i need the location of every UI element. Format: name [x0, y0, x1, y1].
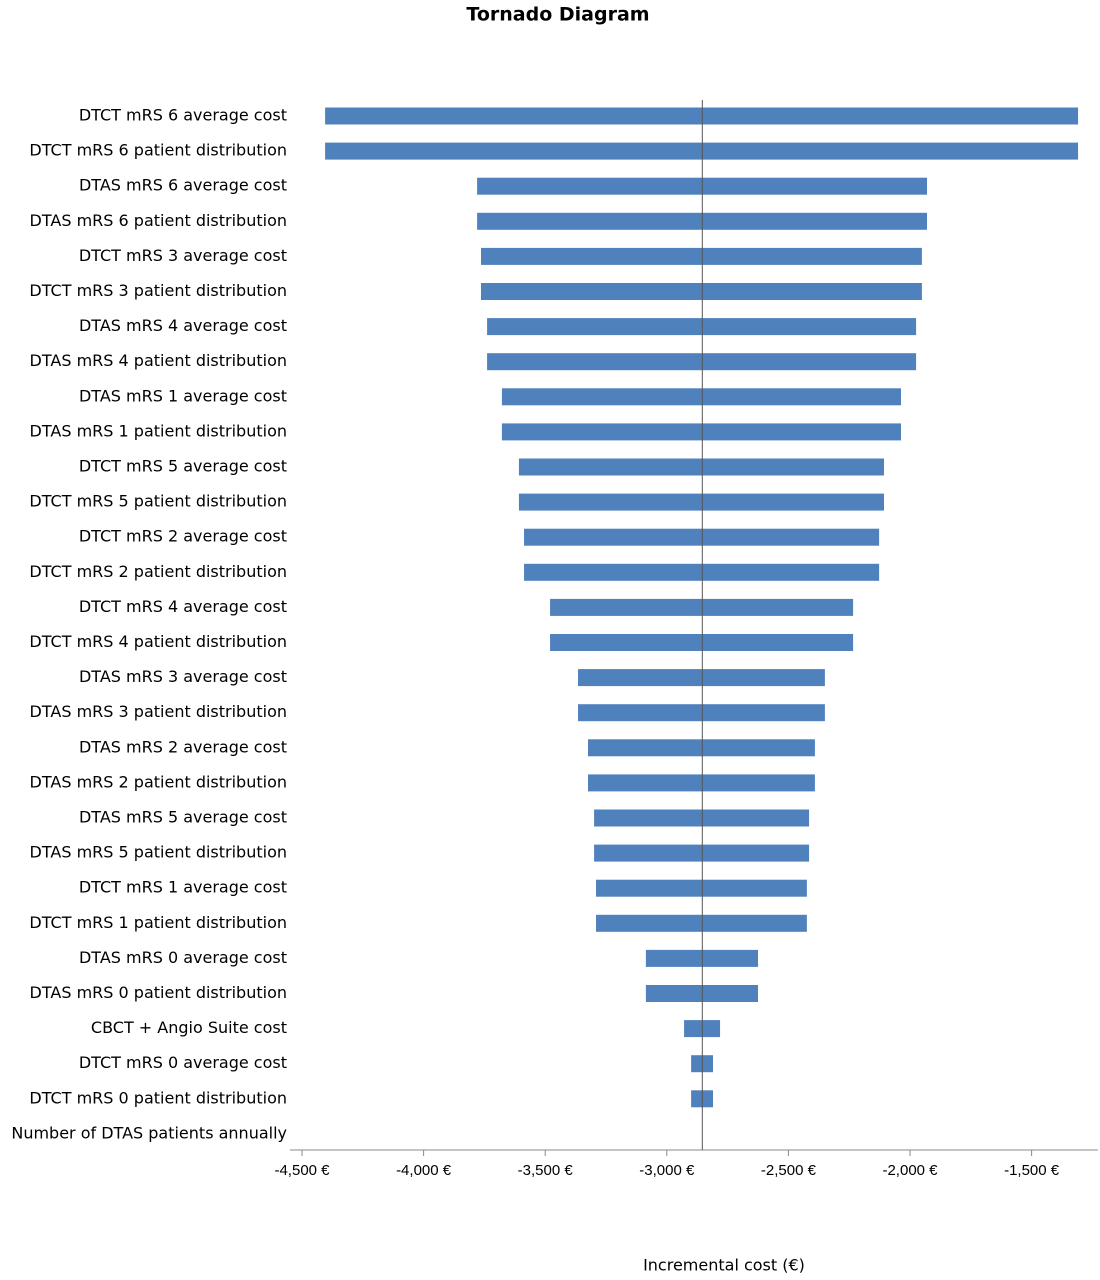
- chart-title: Tornado Diagram: [466, 4, 649, 26]
- bar-low: [487, 353, 703, 371]
- y-tick-label: DTAS mRS 3 patient distribution: [30, 702, 287, 721]
- y-tick-label: DTCT mRS 2 patient distribution: [29, 562, 287, 581]
- bar-high: [702, 1055, 714, 1073]
- x-tick-label: -3,500 €: [518, 1162, 574, 1179]
- bar-low: [480, 283, 703, 300]
- bar-high: [702, 458, 884, 476]
- y-tick-label: DTCT mRS 1 patient distribution: [29, 913, 287, 932]
- bar-high: [702, 985, 759, 1002]
- bar-high: [702, 739, 815, 757]
- y-tick-label: DTCT mRS 1 average cost: [79, 878, 287, 897]
- bar-low: [501, 423, 703, 441]
- bar-high: [702, 283, 922, 300]
- bar-high: [702, 774, 815, 792]
- bar-high: [702, 107, 1079, 125]
- bar-low: [487, 318, 703, 336]
- x-tick-label: -4,500 €: [274, 1162, 330, 1179]
- y-tick-label: DTAS mRS 4 patient distribution: [30, 351, 287, 370]
- y-tick-label: DTAS mRS 0 patient distribution: [30, 983, 287, 1002]
- bar-low: [550, 598, 703, 616]
- y-tick-label: DTAS mRS 2 average cost: [79, 737, 287, 756]
- bar-high: [702, 212, 928, 230]
- bar-high: [702, 949, 759, 967]
- x-tick-label: -4,000 €: [396, 1162, 452, 1179]
- bar-low: [684, 1020, 703, 1038]
- bar-low: [477, 177, 703, 195]
- y-tick-label: DTCT mRS 5 average cost: [79, 457, 287, 476]
- bar-low: [518, 458, 703, 476]
- y-tick-label: DTCT mRS 3 average cost: [79, 246, 287, 265]
- bar-low: [518, 493, 703, 511]
- bar-low: [645, 985, 703, 1002]
- bar-high: [702, 809, 810, 827]
- bar-high: [702, 1090, 714, 1108]
- bar-low: [596, 914, 703, 932]
- y-tick-label: Number of DTAS patients annually: [11, 1123, 287, 1142]
- bar-low: [594, 809, 703, 827]
- y-tick-label: DTAS mRS 5 average cost: [79, 808, 287, 827]
- bar-high: [702, 388, 902, 406]
- y-tick-label: DTCT mRS 6 average cost: [79, 106, 287, 125]
- y-tick-label: DTCT mRS 4 patient distribution: [29, 632, 287, 651]
- bar-low: [501, 388, 703, 406]
- y-tick-label: DTCT mRS 5 patient distribution: [29, 492, 287, 511]
- y-tick-label: DTAS mRS 5 patient distribution: [30, 843, 287, 862]
- x-tick-label: -2,500 €: [761, 1162, 817, 1179]
- x-tick-label: -2,000 €: [882, 1162, 938, 1179]
- y-tick-label: DTAS mRS 6 average cost: [79, 176, 287, 195]
- bar-low: [325, 142, 703, 160]
- bar-low: [550, 634, 703, 651]
- bar-low: [578, 669, 703, 687]
- y-tick-label: DTCT mRS 0 average cost: [79, 1053, 287, 1072]
- bar-high: [702, 528, 880, 546]
- y-tick-label: DTCT mRS 3 patient distribution: [29, 281, 287, 300]
- y-tick-label: DTAS mRS 1 patient distribution: [30, 421, 287, 440]
- bar-low: [588, 739, 703, 757]
- y-tick-label: DTCT mRS 2 average cost: [79, 527, 287, 546]
- bar-high: [702, 493, 884, 511]
- bar-high: [702, 914, 807, 932]
- x-tick-label: -3,000 €: [639, 1162, 695, 1179]
- y-tick-label: DTAS mRS 2 patient distribution: [30, 772, 287, 791]
- bar-high: [702, 318, 917, 336]
- y-tick-label: DTAS mRS 0 average cost: [79, 948, 287, 967]
- bar-low: [578, 704, 703, 722]
- bar-low: [596, 879, 703, 897]
- bar-high: [702, 1020, 721, 1038]
- y-tick-label: DTCT mRS 0 patient distribution: [29, 1088, 287, 1107]
- y-tick-label: DTAS mRS 1 average cost: [79, 386, 287, 405]
- bar-low: [524, 563, 703, 581]
- bar-high: [702, 142, 1079, 160]
- bar-low: [588, 774, 703, 792]
- bar-high: [702, 598, 854, 616]
- bar-high: [702, 353, 917, 371]
- bar-low: [325, 107, 703, 125]
- bar-low: [524, 528, 703, 546]
- bar-low: [645, 949, 703, 967]
- bar-high: [702, 563, 880, 581]
- bar-high: [702, 879, 807, 897]
- bar-low: [480, 247, 703, 265]
- bar-low: [691, 1090, 703, 1108]
- y-tick-label: DTCT mRS 6 patient distribution: [29, 141, 287, 160]
- bar-low: [477, 212, 703, 230]
- x-tick-label: -1,500 €: [1004, 1162, 1060, 1179]
- y-tick-label: DTAS mRS 6 patient distribution: [30, 211, 287, 230]
- y-tick-label: CBCT + Angio Suite cost: [91, 1018, 287, 1037]
- bar-low: [691, 1055, 703, 1073]
- y-tick-label: DTAS mRS 3 average cost: [79, 667, 287, 686]
- y-tick-label: DTCT mRS 4 average cost: [79, 597, 287, 616]
- bar-high: [702, 669, 825, 687]
- bar-high: [702, 844, 810, 862]
- bar-high: [702, 634, 854, 651]
- bar-high: [702, 704, 825, 722]
- y-tick-label: DTAS mRS 4 average cost: [79, 316, 287, 335]
- bar-low: [594, 844, 703, 862]
- bar-high: [702, 247, 922, 265]
- bar-high: [702, 423, 902, 441]
- x-axis-label: Incremental cost (€): [643, 1256, 805, 1275]
- bar-high: [702, 177, 928, 195]
